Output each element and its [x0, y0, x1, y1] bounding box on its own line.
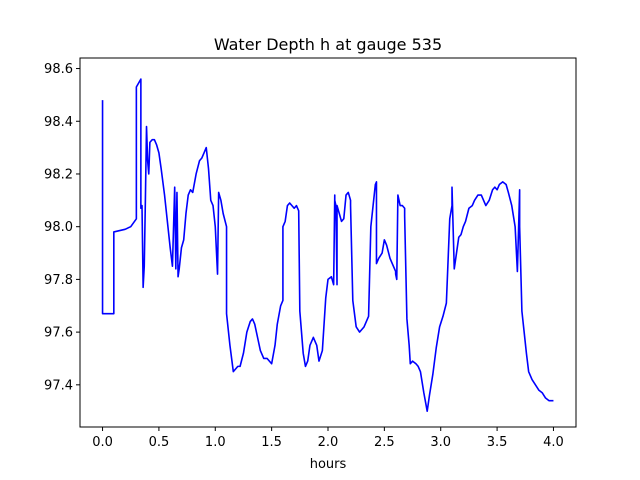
x-tick-label: 1.0 [205, 435, 226, 450]
y-tick-label: 98.4 [44, 115, 73, 130]
x-tick-label: 3.0 [430, 435, 451, 450]
x-tick-label: 1.5 [261, 435, 282, 450]
series-line-0 [101, 78, 554, 412]
y-tick-label: 98.6 [44, 62, 73, 77]
x-axis-label: hours [310, 457, 347, 472]
plot-area [101, 78, 554, 412]
chart-title: Water Depth h at gauge 535 [214, 35, 442, 54]
x-tick-label: 3.5 [487, 435, 508, 450]
y-axis: 97.4 97.6 97.8 98.0 98.2 98.4 98.6 [44, 62, 80, 393]
x-tick-label: 2.0 [318, 435, 339, 450]
x-axis: 0.0 0.5 1.0 1.5 2.0 2.5 3.0 3.5 4.0 [92, 427, 564, 450]
y-tick-label: 97.8 [44, 273, 73, 288]
y-tick-label: 98.2 [44, 167, 73, 182]
x-tick-label: 4.0 [543, 435, 564, 450]
x-tick-label: 0.5 [149, 435, 170, 450]
y-tick-label: 97.6 [44, 326, 73, 341]
x-tick-label: 0.0 [92, 435, 113, 450]
y-tick-label: 98.0 [44, 220, 73, 235]
x-tick-label: 2.5 [374, 435, 395, 450]
y-tick-label: 97.4 [44, 378, 73, 393]
